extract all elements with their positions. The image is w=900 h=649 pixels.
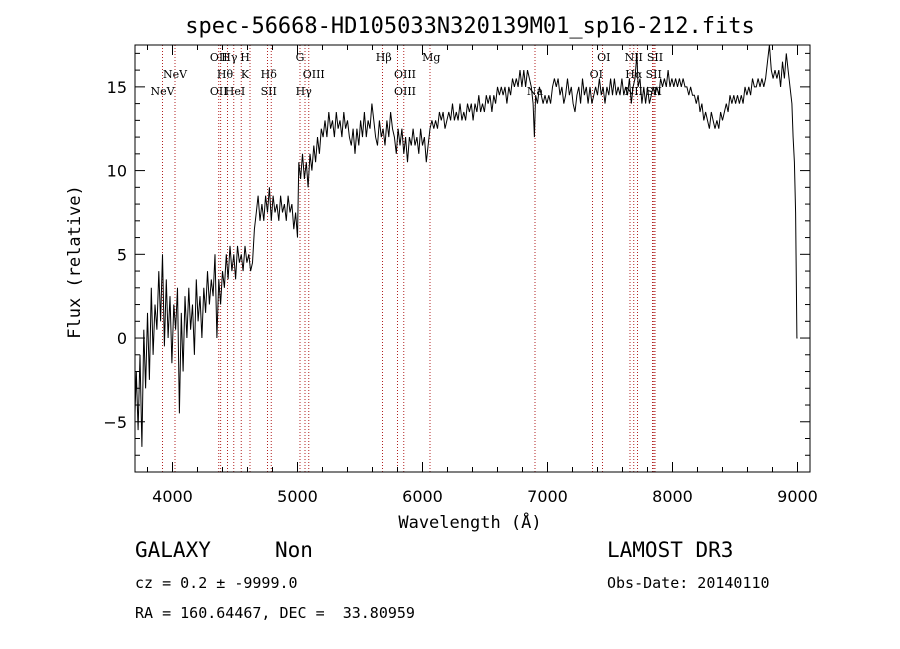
coordinates: RA = 160.64467, DEC = 33.80959 — [135, 604, 415, 622]
redshift-text: cz = 0.2 ± -9999.0 — [135, 574, 298, 592]
x-tick-label-1: 5000 — [277, 487, 318, 506]
y-tick-label-4: 15 — [107, 78, 127, 97]
x-tick-label-2: 6000 — [402, 487, 443, 506]
x-tick-label-5: 9000 — [777, 487, 818, 506]
marker-label-10: SII — [261, 85, 277, 98]
marker-label-14: Hβ — [376, 51, 392, 64]
x-tick-label-0: 4000 — [152, 487, 193, 506]
x-tick-label-4: 8000 — [652, 487, 693, 506]
marker-label-22: Hα — [625, 68, 643, 81]
y-axis-label: Flux (relative) — [65, 185, 85, 339]
y-tick-label-0: −5 — [103, 413, 127, 432]
y-tick-label-2: 5 — [117, 245, 127, 264]
marker-label-3: OII — [210, 85, 228, 98]
marker-label-24: SII — [647, 51, 663, 64]
marker-label-11: G — [296, 51, 305, 64]
spectrum-line — [134, 44, 798, 447]
marker-label-5: Hθ — [217, 68, 234, 81]
plot-frame — [134, 44, 811, 473]
marker-label-8: K — [241, 68, 250, 81]
y-tick-label-3: 10 — [107, 162, 127, 181]
marker-label-21: NII — [625, 51, 643, 64]
marker-label-17: Mg — [422, 51, 440, 64]
chart-title: spec-56668-HD105033N320139M01_sp16-212.f… — [185, 14, 755, 39]
marker-label-2: OII — [210, 51, 228, 64]
survey-name: LAMOST DR3 — [607, 538, 734, 562]
marker-label-19: OI — [597, 51, 610, 64]
marker-label-23: NII — [625, 85, 643, 98]
x-axis-label: Wavelength (Å) — [398, 511, 541, 533]
marker-label-1: NeV — [163, 68, 188, 81]
marker-label-7: H — [240, 51, 250, 64]
marker-label-12: OIII — [303, 68, 325, 81]
marker-label-13: Hγ — [296, 85, 313, 98]
marker-label-4: Hγ — [221, 51, 238, 64]
marker-label-16: OIII — [394, 85, 416, 98]
x-axis-ticks: 4000 5000 6000 7000 8000 9000 — [147, 45, 818, 506]
marker-label-9: Hδ — [261, 68, 278, 81]
obs-date: Obs-Date: 20140110 — [607, 574, 770, 592]
object-subclass: Non — [275, 538, 313, 562]
marker-label-6: HeI — [225, 85, 245, 98]
x-tick-label-3: 7000 — [527, 487, 568, 506]
y-tick-label-1: 0 — [117, 329, 127, 348]
object-class: GALAXY — [135, 538, 211, 562]
marker-label-25: SII — [646, 68, 662, 81]
y-axis-ticks: −5 0 5 10 15 — [103, 52, 810, 473]
marker-label-20: OI — [590, 68, 603, 81]
marker-label-0: NeV — [150, 85, 175, 98]
marker-label-15: OIII — [394, 68, 416, 81]
